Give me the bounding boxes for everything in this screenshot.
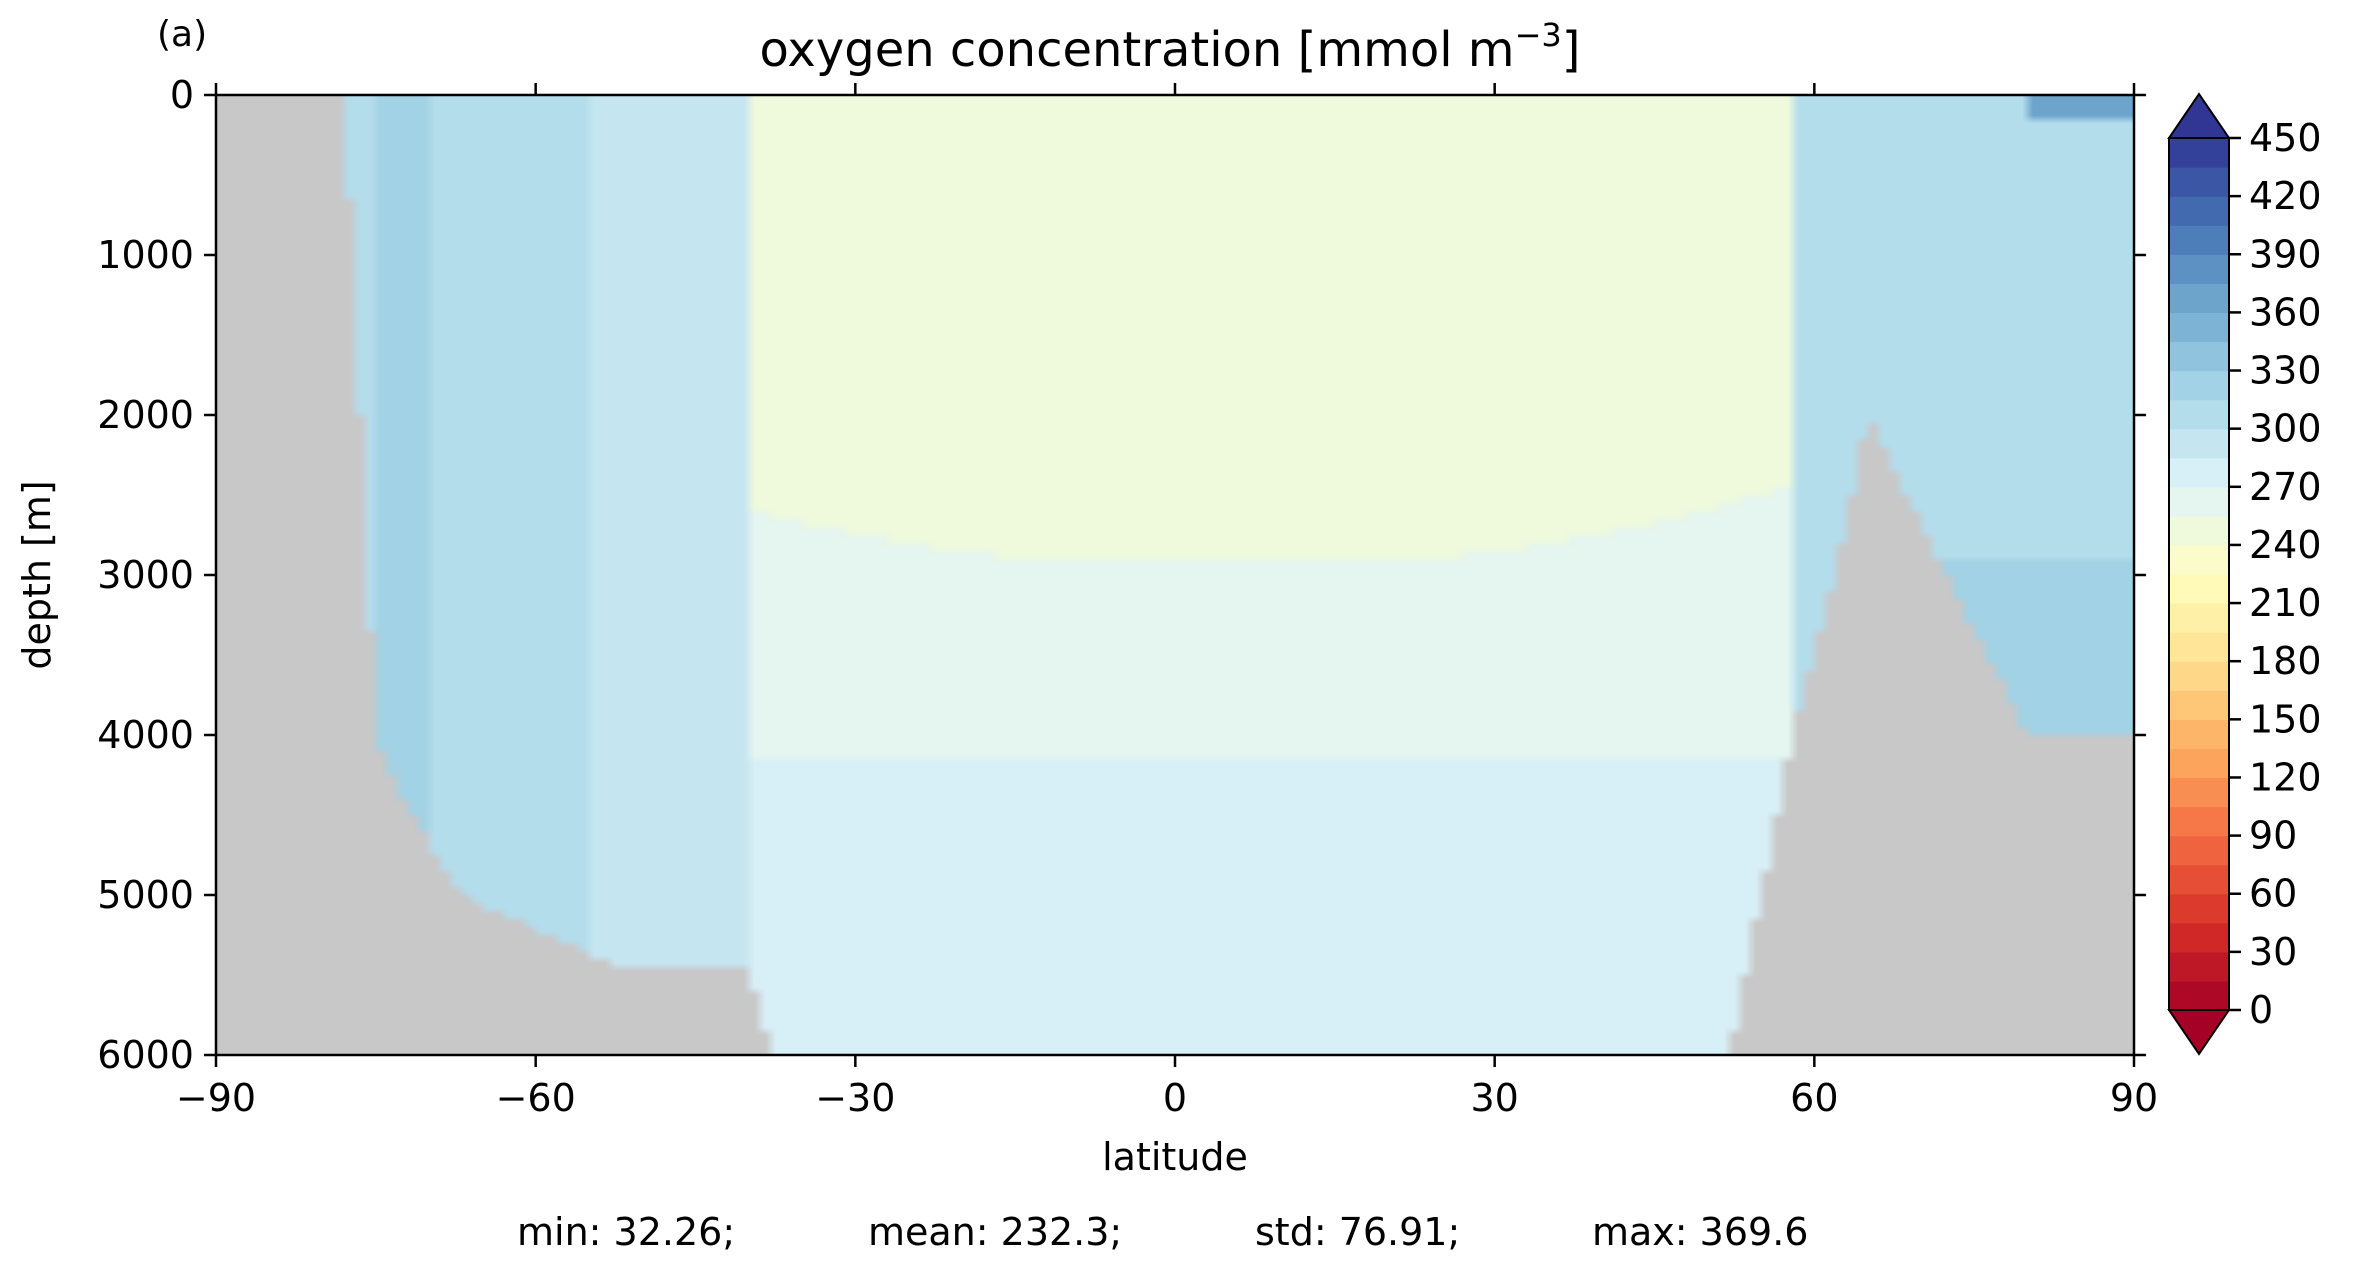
statistics-line: min: 32.26; mean: 232.3; std: 76.91; max…: [0, 1210, 2362, 1270]
stat-mean: mean: 232.3;: [868, 1210, 1123, 1254]
colorbar-tick-label: 120: [2249, 755, 2322, 799]
colorbar-level: [2169, 574, 2229, 604]
colorbar-tick-label: 180: [2249, 639, 2322, 683]
panel-label: (a): [157, 14, 207, 55]
colorbar-level: [2169, 777, 2229, 808]
colorbar-level: [2169, 457, 2229, 488]
colorbar-level: [2169, 603, 2229, 633]
colorbar-tick-label: 90: [2249, 814, 2297, 858]
x-axis-label: latitude: [1102, 1135, 1248, 1179]
colorbar-level: [2169, 893, 2229, 924]
colorbar-frame: [2168, 137, 2230, 1011]
x-tick-label: 30: [1470, 1076, 1518, 1120]
colorbar-extend-max: [2167, 92, 2231, 139]
x-tick-label: 60: [1790, 1076, 1838, 1120]
colorbar-level: [2169, 283, 2229, 313]
colorbar-level: [2169, 661, 2229, 691]
colorbar-level: [2169, 922, 2229, 953]
colorbar-level: [2169, 486, 2229, 517]
colorbar-level: [2169, 806, 2229, 837]
x-tick-label: −30: [815, 1076, 895, 1120]
x-tick-label: −90: [176, 1076, 256, 1120]
colorbar-tick-label: 60: [2249, 872, 2297, 916]
colorbar-tick-label: 0: [2249, 988, 2273, 1032]
colorbar-level: [2169, 138, 2229, 168]
colorbar-level: [2169, 544, 2229, 575]
colorbar-level: [2169, 196, 2229, 226]
colorbar-tick-label: 150: [2249, 697, 2322, 741]
colorbar-level: [2169, 312, 2229, 343]
colorbar-tick-label: 450: [2249, 116, 2322, 160]
colorbar-tick-label: 390: [2249, 232, 2322, 276]
colorbar-tick-label: 30: [2249, 930, 2297, 974]
colorbar-level: [2169, 399, 2229, 430]
y-tick-label: 2000: [97, 393, 194, 437]
colorbar-tick-label: 360: [2249, 290, 2322, 334]
colorbar-level: [2169, 167, 2229, 197]
colorbar-tick-label: 270: [2249, 465, 2322, 509]
x-tick-label: −60: [496, 1076, 576, 1120]
colorbar-level: [2169, 254, 2229, 284]
colorbar-level: [2169, 748, 2229, 779]
colorbar-level: [2169, 428, 2229, 459]
oxygen-field: [216, 95, 2134, 1055]
y-tick-label: 0: [170, 73, 194, 117]
colorbar-level: [2169, 864, 2229, 895]
stat-min: min: 32.26;: [517, 1210, 736, 1254]
colorbar-level: [2169, 632, 2229, 662]
stat-max: max: 369.6: [1592, 1210, 1809, 1254]
colorbar-level: [2169, 341, 2229, 372]
y-tick-label: 6000: [97, 1033, 194, 1077]
x-axis: −90 −60 −30 0 30 60 90: [176, 83, 2158, 1120]
colorbar-tick-label: 300: [2249, 407, 2322, 451]
colorbar-tick-label: 330: [2249, 349, 2322, 393]
y-tick-label: 4000: [97, 713, 194, 757]
colorbar-level: [2169, 951, 2229, 982]
stat-std: std: 76.91;: [1255, 1210, 1461, 1254]
colorbar-tick-label: 240: [2249, 523, 2322, 567]
x-tick-label: 90: [2110, 1076, 2158, 1120]
colorbar-level: [2169, 980, 2229, 1011]
y-axis: 0 1000 2000 3000 4000 5000 6000: [97, 73, 2146, 1077]
y-tick-label: 5000: [97, 873, 194, 917]
colorbar-extend-min: [2167, 1009, 2231, 1056]
colorbar: 0 30 60 90 120 150 180 210 240 270 300 330 360 390 420…: [2167, 92, 2322, 1056]
y-axis-label: depth [m]: [15, 480, 59, 669]
colorbar-level: [2169, 690, 2229, 720]
colorbar-level: [2169, 835, 2229, 866]
y-tick-label: 3000: [97, 553, 194, 597]
colorbar-level: [2169, 515, 2229, 546]
x-tick-label: 0: [1163, 1076, 1187, 1120]
plot-area: [214, 93, 2136, 1057]
colorbar-level: [2169, 719, 2229, 749]
colorbar-level: [2169, 370, 2229, 401]
y-tick-label: 1000: [97, 233, 194, 277]
colorbar-tick-label: 210: [2249, 581, 2322, 625]
colorbar-tick-label: 420: [2249, 174, 2322, 218]
colorbar-level: [2169, 225, 2229, 255]
chart-title: oxygen concentration [mmol m−3]: [760, 16, 1581, 78]
